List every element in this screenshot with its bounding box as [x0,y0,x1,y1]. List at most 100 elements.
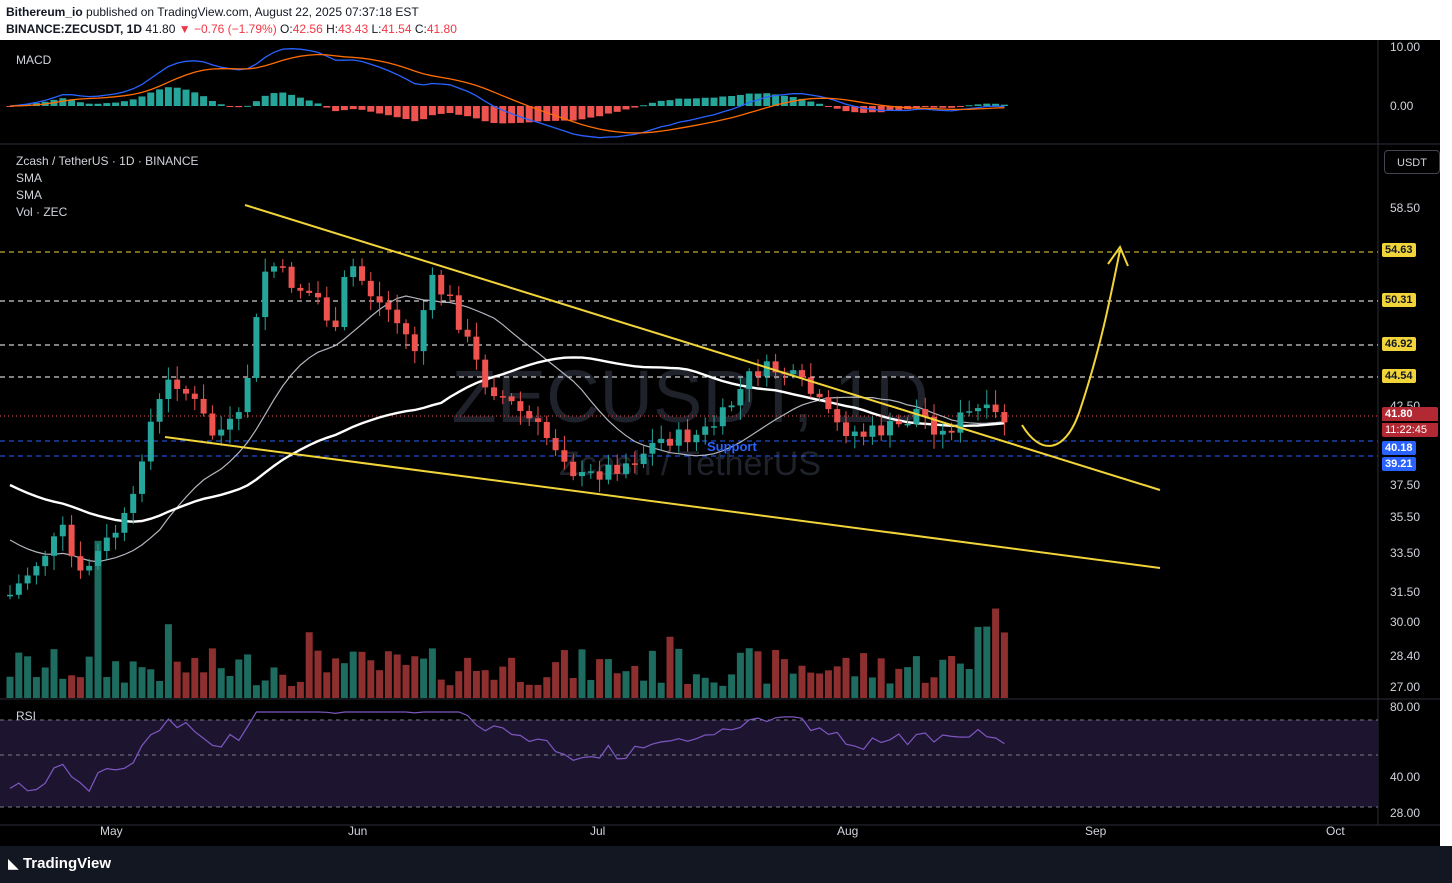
candle-body[interactable] [200,398,207,414]
upper-trendline[interactable] [244,204,1161,491]
candle-body[interactable] [693,434,700,443]
candle-body[interactable] [649,442,656,454]
candle-body[interactable] [59,524,66,537]
candle-body[interactable] [394,309,401,324]
candle-body[interactable] [147,421,154,462]
candle-body[interactable] [455,295,462,330]
lower-trendline[interactable] [164,436,1161,569]
candle-body[interactable] [966,411,973,413]
candle-body[interactable] [587,471,594,473]
candle-body[interactable] [112,532,119,538]
candle-body[interactable] [517,401,524,412]
candle-body[interactable] [790,370,797,375]
candle-body[interactable] [939,430,946,435]
candle-body[interactable] [218,429,225,436]
candle-body[interactable] [227,418,233,430]
candle-body[interactable] [719,407,726,427]
candle-body[interactable] [878,425,885,436]
candle-body[interactable] [359,266,365,281]
candle-body[interactable] [271,266,277,272]
candle-body[interactable] [895,421,902,425]
candle-body[interactable] [543,421,550,439]
candle-body[interactable] [552,438,559,451]
candle-body[interactable] [1001,412,1008,423]
candle-body[interactable] [306,290,313,293]
candle-body[interactable] [975,408,981,412]
macd-legend[interactable]: MACD [16,53,52,67]
candle-body[interactable] [68,524,75,557]
candle-body[interactable] [315,292,321,298]
candle-body[interactable] [684,429,691,443]
candle-body[interactable] [121,512,128,533]
candle-body[interactable] [816,393,823,398]
candle-body[interactable] [614,464,621,474]
candle-body[interactable] [579,472,585,477]
candle-body[interactable] [860,431,867,437]
candle-body[interactable] [922,409,929,417]
candle-body[interactable] [183,388,189,394]
sma-legend-2[interactable]: SMA [16,188,43,202]
level-tag[interactable]: 54.63 [1382,243,1416,257]
candle-body[interactable] [482,359,489,388]
candle-body[interactable] [376,296,383,303]
candle-body[interactable] [499,396,506,398]
candle-body[interactable] [491,387,497,397]
candle-body[interactable] [825,397,832,410]
candle-body[interactable] [807,377,814,394]
candle-body[interactable] [711,426,717,428]
candle-body[interactable] [755,371,761,377]
candle-body[interactable] [535,418,541,422]
candle-body[interactable] [702,426,709,435]
candle-body[interactable] [508,396,515,402]
candle-body[interactable] [631,463,638,465]
candle-body[interactable] [746,371,753,390]
candle-body[interactable] [165,379,172,400]
candle-body[interactable] [983,404,990,409]
candle-body[interactable] [323,297,330,321]
candle-body[interactable] [843,422,849,436]
candle-body[interactable] [420,310,427,352]
candle-body[interactable] [156,399,163,422]
sma-long-line[interactable] [9,356,1005,523]
candle-body[interactable] [728,405,735,408]
candle-body[interactable] [570,461,577,477]
candlesticks[interactable] [7,258,1008,600]
candle-body[interactable] [403,323,409,335]
candle-body[interactable] [253,317,260,378]
author-name[interactable]: Bithereum_io [6,5,83,19]
candle-body[interactable] [992,404,999,413]
candle-body[interactable] [130,493,137,513]
candle-body[interactable] [640,453,647,465]
candle-body[interactable] [367,280,374,297]
candle-body[interactable] [51,536,57,556]
candle-body[interactable] [605,464,612,480]
candle-body[interactable] [139,461,145,494]
candle-body[interactable] [411,334,418,352]
candle-body[interactable] [851,431,858,436]
candle-body[interactable] [86,565,93,571]
candle-body[interactable] [262,271,269,318]
candle-body[interactable] [209,413,216,436]
candle-body[interactable] [887,421,893,436]
support-label[interactable]: Support [707,439,757,454]
candle-body[interactable] [948,430,955,433]
candle-body[interactable] [297,287,304,291]
level-tag[interactable]: 40.18 [1382,441,1416,455]
candle-body[interactable] [772,361,779,373]
candle-body[interactable] [42,555,49,567]
candle-body[interactable] [447,294,453,296]
last-price-tag[interactable]: 41.80 [1382,407,1438,421]
chart-title[interactable]: Zcash / TetherUS · 1D · BINANCE [16,154,199,168]
candle-body[interactable] [623,463,629,474]
candle-body[interactable] [438,274,445,295]
candle-body[interactable] [737,389,744,406]
candle-body[interactable] [464,329,471,337]
candle-body[interactable] [191,393,198,399]
candle-body[interactable] [33,566,40,576]
candle-body[interactable] [931,416,937,435]
rsi-legend[interactable]: RSI [16,709,37,723]
candle-body[interactable] [957,412,964,433]
candle-body[interactable] [174,379,181,389]
candle-body[interactable] [526,411,533,419]
candle-body[interactable] [658,438,665,443]
